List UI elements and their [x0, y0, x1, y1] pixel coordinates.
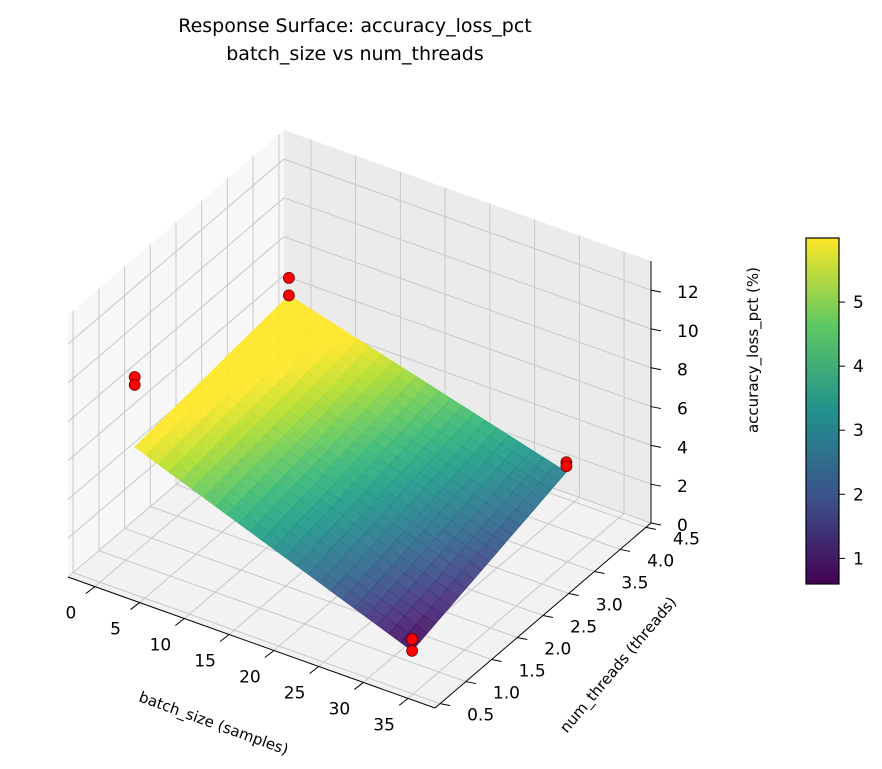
- colorbar-gradient: [805, 237, 840, 585]
- y-tick-label: 2.5: [570, 618, 597, 638]
- y-tick-mark: [440, 703, 451, 707]
- z-tick-label: 12: [677, 283, 699, 303]
- x-axis-label: batch_size (samples): [136, 688, 291, 760]
- y-tick-label: 3.5: [621, 574, 648, 594]
- y-tick-mark: [568, 592, 579, 596]
- x-tick-mark: [264, 650, 275, 658]
- observed-point: [282, 271, 295, 284]
- z-gridline: [67, 158, 652, 345]
- x-tick-mark: [85, 586, 96, 594]
- y-tick-mark: [517, 637, 528, 641]
- y-tick-mark: [542, 615, 554, 618]
- x-tick-label: 30: [329, 699, 351, 719]
- z-tick-label: 4: [677, 438, 688, 458]
- z-tick-label: 8: [677, 361, 688, 381]
- z-tick-mark: [650, 444, 662, 448]
- x-tick-mark: [219, 634, 230, 642]
- observed-point: [282, 289, 295, 302]
- y-tick-label: 1.0: [493, 684, 520, 704]
- z-tick-mark: [650, 483, 662, 487]
- z-tick-mark: [650, 367, 662, 371]
- y-tick-mark: [645, 526, 656, 530]
- y-tick-label: 4.5: [673, 529, 700, 549]
- colorbar-tick-label: 2: [853, 485, 864, 505]
- y-tick-label: 3.0: [596, 596, 623, 616]
- observed-point: [128, 378, 141, 391]
- x-tick-mark: [175, 618, 185, 626]
- y-tick-mark: [465, 681, 476, 685]
- y-tick-mark: [620, 548, 631, 552]
- chart-title: Response Surface: accuracy_loss_pct batc…: [178, 15, 532, 65]
- observed-point: [406, 644, 419, 657]
- chart-subtitle-line: batch_size vs num_threads: [226, 43, 483, 65]
- observed-point: [560, 460, 573, 473]
- x-tick-label: 35: [373, 715, 395, 735]
- x-tick-label: 15: [194, 652, 216, 672]
- colorbar-ticks: 1 2 3 4 5: [839, 293, 864, 569]
- z-tick-mark: [650, 328, 662, 332]
- x-tick-label: 5: [110, 620, 121, 640]
- y-tick-label: 2.0: [544, 640, 571, 660]
- z-tick-label: 6: [677, 400, 688, 420]
- observed-points: [128, 271, 573, 657]
- response-surface: [134, 295, 567, 652]
- z-gridline: [67, 236, 652, 423]
- z-axis-label: accuracy_loss_pct (%): [744, 267, 763, 433]
- z-tick-mark: [650, 406, 662, 410]
- x-tick-mark: [130, 602, 140, 610]
- y-tick-mark: [491, 659, 502, 663]
- x-tick-label: 10: [150, 636, 172, 656]
- z-tick-mark: [650, 522, 662, 526]
- z-tick-mark: [650, 289, 662, 293]
- colorbar-tick-label: 5: [853, 293, 864, 313]
- x-tick-label: 0: [65, 604, 76, 624]
- colorbar: 1 2 3 4 5: [805, 237, 864, 585]
- x-tick-label: 25: [284, 684, 306, 704]
- x-tick-label: 20: [239, 668, 261, 688]
- x-tick-mark: [309, 666, 319, 674]
- observed-point: [406, 633, 419, 645]
- z-tick-label: 0: [677, 516, 688, 536]
- x-tick-mark: [354, 682, 364, 690]
- colorbar-tick-label: 1: [853, 549, 864, 569]
- z-tick-label: 10: [677, 322, 699, 342]
- colorbar-tick-label: 4: [853, 357, 864, 377]
- y-tick-label: 4.0: [647, 551, 674, 571]
- z-tick-label: 2: [677, 477, 688, 497]
- chart-title-line: Response Surface: accuracy_loss_pct: [178, 15, 532, 37]
- x-tick-mark: [398, 698, 409, 706]
- y-tick-mark: [594, 570, 605, 574]
- colorbar-tick-label: 3: [853, 421, 864, 441]
- y-tick-label: 0.5: [467, 706, 494, 726]
- z-gridline: [67, 197, 652, 384]
- x-axis-line: [67, 576, 436, 709]
- y-tick-label: 1.5: [519, 662, 546, 682]
